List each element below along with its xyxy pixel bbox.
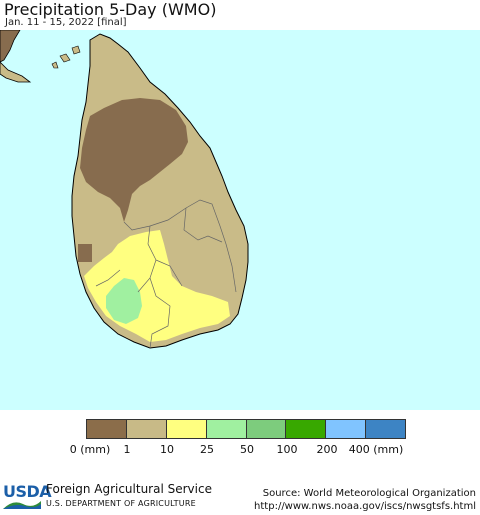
legend-swatch-4 xyxy=(246,420,287,438)
legend-tick-0: 0 (mm) xyxy=(69,443,111,456)
department-name: U.S. DEPARTMENT OF AGRICULTURE xyxy=(46,499,196,508)
legend-tick-3: 25 xyxy=(200,443,214,456)
map-canvas xyxy=(0,30,249,349)
india-coast-dry xyxy=(0,61,32,83)
map-title: Precipitation 5-Day (WMO) xyxy=(4,0,217,19)
legend-tick-5: 100 xyxy=(276,443,298,456)
agency-name: Foreign Agricultural Service xyxy=(46,482,212,496)
legend-swatch-2 xyxy=(166,420,207,438)
legend-swatch-0 xyxy=(87,420,127,438)
legend-swatch-6 xyxy=(326,420,367,438)
driest-patch-west xyxy=(78,244,92,262)
legend-swatch-5 xyxy=(286,420,327,438)
legend-tick-6: 200 xyxy=(316,443,338,456)
data-source: Source: World Meteorological Organizatio… xyxy=(262,488,476,499)
usda-logo: USDA xyxy=(3,482,52,501)
precipitation-legend xyxy=(86,419,406,439)
legend-swatch-3 xyxy=(206,420,247,438)
province-boundaries xyxy=(95,199,237,349)
usda-logo-icon xyxy=(3,501,41,509)
wettest-region xyxy=(106,278,142,324)
driest-region xyxy=(80,98,188,222)
legend-swatch-1 xyxy=(126,420,167,438)
legend-tick-4: 50 xyxy=(240,443,254,456)
india-landmass xyxy=(0,30,21,63)
precipitation-map xyxy=(0,30,480,410)
legend-tick-7: 400 (mm) xyxy=(348,443,404,456)
source-url: http://www.nws.noaa.gov/iscs/nwsgtsfs.ht… xyxy=(254,501,476,512)
legend-swatch-7 xyxy=(366,420,405,438)
legend-tick-2: 10 xyxy=(160,443,174,456)
map-subtitle: Jan. 11 - 15, 2022 [final] xyxy=(5,17,127,28)
legend-tick-1: 1 xyxy=(123,443,131,456)
jaffna-islands xyxy=(51,45,81,69)
